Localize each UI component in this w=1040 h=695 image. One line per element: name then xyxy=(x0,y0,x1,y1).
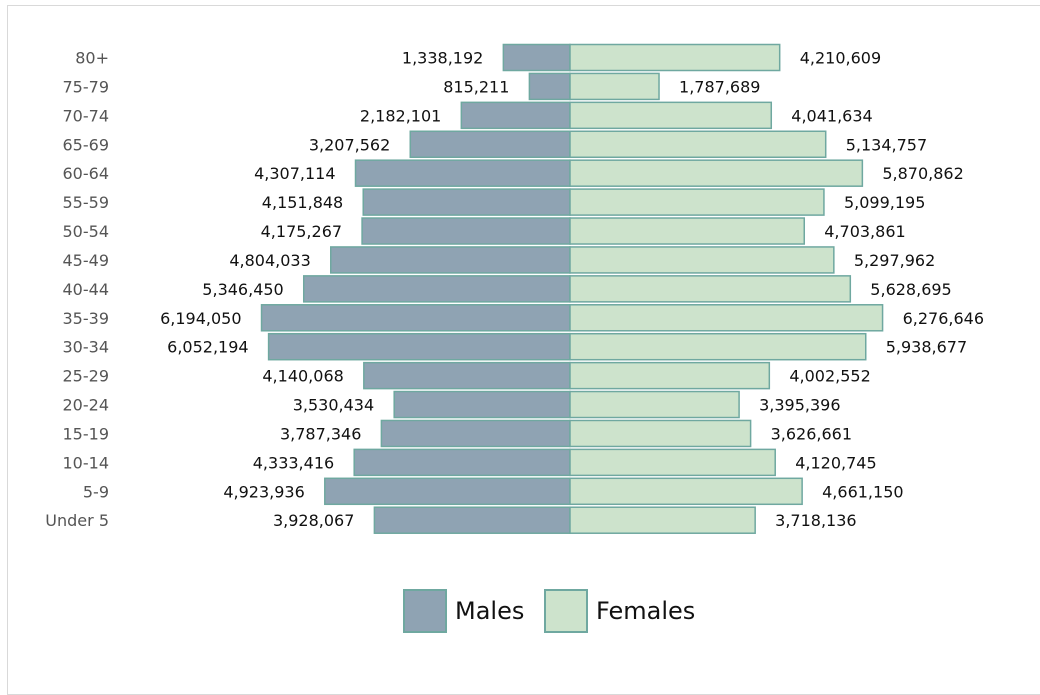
category-label-13: 15-19 xyxy=(63,424,110,443)
value-label-female-14: 4,120,745 xyxy=(795,453,876,472)
bar-male-12 xyxy=(393,390,571,419)
value-label-female-5: 5,099,195 xyxy=(844,193,925,212)
bar-male-14 xyxy=(353,448,571,477)
value-label-female-13: 3,626,661 xyxy=(771,424,852,443)
value-label-male-16: 3,928,067 xyxy=(273,511,354,530)
value-label-female-15: 4,661,150 xyxy=(822,482,903,501)
bar-male-8 xyxy=(302,275,571,303)
bar-male-16 xyxy=(373,506,571,534)
bar-female-0 xyxy=(569,43,781,72)
bar-female-15 xyxy=(569,477,803,506)
bar-male-10 xyxy=(267,332,571,361)
category-label-15: 5-9 xyxy=(83,482,109,501)
category-label-9: 35-39 xyxy=(63,309,110,328)
bars-group xyxy=(260,43,884,534)
value-label-female-9: 6,276,646 xyxy=(903,309,984,328)
bar-female-6 xyxy=(569,217,806,245)
value-label-female-11: 4,002,552 xyxy=(789,367,870,386)
bar-male-3 xyxy=(409,130,571,159)
category-label-7: 45-49 xyxy=(63,251,110,270)
bar-male-4 xyxy=(354,159,571,187)
bar-male-2 xyxy=(460,101,571,130)
category-label-0: 80+ xyxy=(75,49,109,68)
value-label-male-6: 4,175,267 xyxy=(261,222,342,241)
value-label-male-11: 4,140,068 xyxy=(262,367,343,386)
bar-male-5 xyxy=(362,188,571,216)
value-label-male-9: 6,194,050 xyxy=(160,309,241,328)
value-label-male-14: 4,333,416 xyxy=(253,453,334,472)
value-label-male-7: 4,804,033 xyxy=(229,251,310,270)
category-label-3: 65-69 xyxy=(63,135,110,154)
value-label-male-2: 2,182,101 xyxy=(360,106,441,125)
value-label-female-3: 5,134,757 xyxy=(846,135,927,154)
bar-male-9 xyxy=(260,304,571,332)
value-label-male-1: 815,211 xyxy=(443,77,509,96)
bar-male-0 xyxy=(502,43,571,72)
legend: Males Females xyxy=(403,589,695,633)
bar-female-9 xyxy=(569,304,884,332)
value-label-female-0: 4,210,609 xyxy=(800,49,881,68)
bar-male-15 xyxy=(324,477,571,506)
value-label-female-12: 3,395,396 xyxy=(759,396,840,415)
category-label-8: 40-44 xyxy=(63,280,110,299)
bar-female-1 xyxy=(569,72,660,101)
value-label-male-3: 3,207,562 xyxy=(309,135,390,154)
bar-female-7 xyxy=(569,246,835,274)
value-label-female-4: 5,870,862 xyxy=(882,164,963,183)
labels-group: 80+ 1,338,192 4,210,609 75-79 815,211 1,787,6… xyxy=(45,49,984,531)
bar-female-10 xyxy=(569,332,867,361)
category-label-2: 70-74 xyxy=(63,106,110,125)
value-label-female-10: 5,938,677 xyxy=(886,338,967,357)
value-label-male-13: 3,787,346 xyxy=(280,424,361,443)
bar-female-4 xyxy=(569,159,864,187)
bar-female-3 xyxy=(569,130,827,159)
value-label-male-4: 4,307,114 xyxy=(254,164,335,183)
category-label-6: 50-54 xyxy=(63,222,110,241)
value-label-male-0: 1,338,192 xyxy=(402,49,483,68)
value-label-female-6: 4,703,861 xyxy=(824,222,905,241)
value-label-male-12: 3,530,434 xyxy=(293,396,374,415)
bar-female-5 xyxy=(569,188,825,216)
value-label-male-15: 4,923,936 xyxy=(223,482,304,501)
bar-female-14 xyxy=(569,448,776,477)
category-label-1: 75-79 xyxy=(63,77,110,96)
bar-male-1 xyxy=(528,72,571,101)
bar-female-11 xyxy=(569,361,771,390)
legend-swatch-females xyxy=(544,589,588,633)
category-label-4: 60-64 xyxy=(63,164,110,183)
category-label-12: 20-24 xyxy=(63,396,110,415)
value-label-female-8: 5,628,695 xyxy=(870,280,951,299)
value-label-male-10: 6,052,194 xyxy=(167,338,248,357)
bar-female-12 xyxy=(569,390,740,419)
bar-male-13 xyxy=(380,419,571,448)
bar-female-2 xyxy=(569,101,773,130)
value-label-female-7: 5,297,962 xyxy=(854,251,935,270)
bar-male-6 xyxy=(361,217,571,245)
bar-male-11 xyxy=(363,361,571,390)
bar-female-16 xyxy=(569,506,756,534)
category-label-5: 55-59 xyxy=(63,193,110,212)
category-label-10: 30-34 xyxy=(63,338,110,357)
value-label-male-8: 5,346,450 xyxy=(202,280,283,299)
legend-label-males: Males xyxy=(455,597,524,625)
legend-swatch-males xyxy=(403,589,447,633)
value-label-female-2: 4,041,634 xyxy=(791,106,872,125)
legend-label-females: Females xyxy=(596,597,695,625)
bar-female-8 xyxy=(569,275,852,303)
value-label-female-16: 3,718,136 xyxy=(775,511,856,530)
bar-male-7 xyxy=(330,246,571,274)
value-label-female-1: 1,787,689 xyxy=(679,77,760,96)
value-label-male-5: 4,151,848 xyxy=(262,193,343,212)
category-label-16: Under 5 xyxy=(45,511,109,530)
category-label-11: 25-29 xyxy=(63,367,110,386)
bar-female-13 xyxy=(569,419,752,448)
category-label-14: 10-14 xyxy=(63,453,110,472)
